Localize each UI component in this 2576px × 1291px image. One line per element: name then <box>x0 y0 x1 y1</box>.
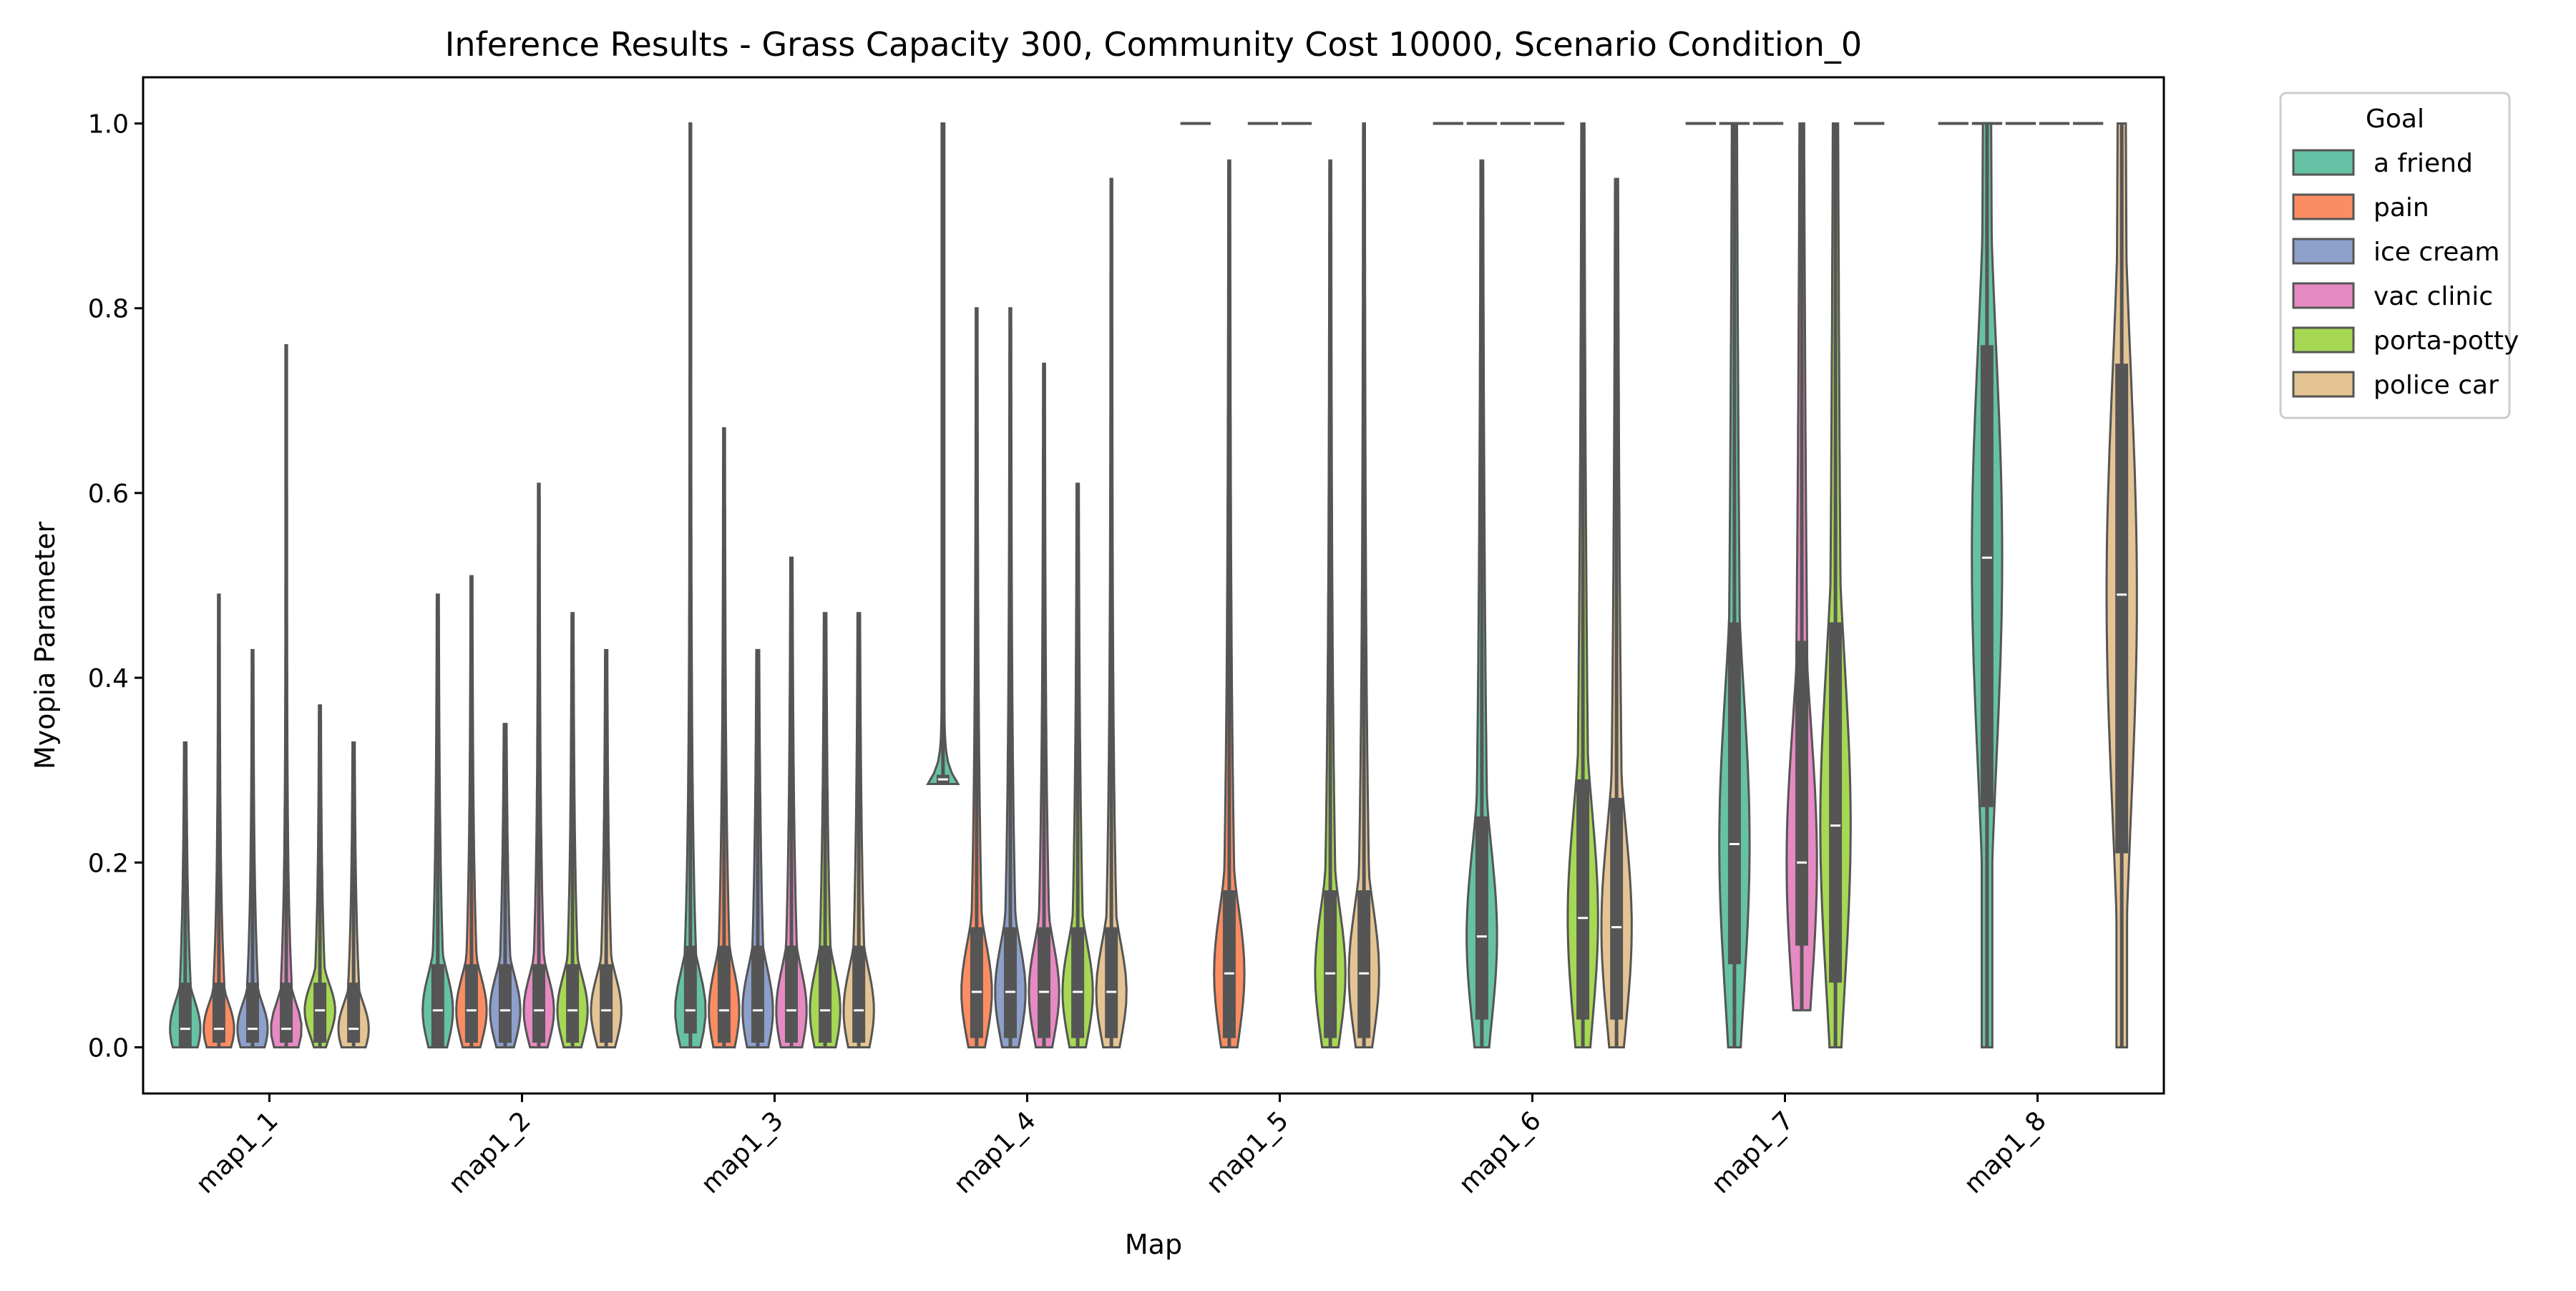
y-axis-label: Myopia Parameter <box>29 521 61 769</box>
violin-iqr-box <box>245 983 259 1043</box>
violin-iqr-box <box>1475 816 1488 1020</box>
violin-iqr-box <box>431 964 444 1048</box>
y-tick-label: 1.0 <box>88 110 129 140</box>
legend-label: pain <box>2373 193 2429 223</box>
legend: Goal a friend pain ice cream vac clinic porta… <box>2279 92 2519 419</box>
x-tick-label: map1_4 <box>948 1106 1042 1199</box>
legend-swatch <box>2292 326 2355 354</box>
x-tick-label: map1_7 <box>1706 1106 1800 1199</box>
legend-swatch <box>2292 371 2355 398</box>
violin-iqr-box <box>532 964 546 1043</box>
violin-iqr-box <box>1105 927 1118 1038</box>
violin-iqr-box <box>280 983 293 1043</box>
violin-iqr-box <box>464 964 478 1043</box>
violin-iqr-box <box>1829 622 1843 983</box>
violin-iqr-box <box>751 945 764 1043</box>
legend-swatch <box>2292 149 2355 176</box>
y-tick-label: 0.4 <box>88 664 129 693</box>
x-tick-label: map1_3 <box>696 1106 789 1199</box>
legend-title: Goal <box>2366 104 2424 134</box>
legend-swatch <box>2292 238 2355 265</box>
violin-iqr-box <box>600 964 613 1043</box>
violin-iqr-box <box>1038 927 1051 1038</box>
x-tick-label: map1_2 <box>443 1106 537 1199</box>
violin-iqr-box <box>1576 779 1590 1020</box>
violin-iqr-box <box>178 983 192 1048</box>
x-tick-label: map1_5 <box>1201 1106 1294 1199</box>
legend-label: police car <box>2373 371 2499 400</box>
plot-frame <box>142 76 2165 1095</box>
chart-title: Inference Results - Grass Capacity 300, … <box>445 25 1862 64</box>
violin-iqr-box <box>1003 927 1017 1038</box>
violin-iqr-box <box>1324 890 1337 1038</box>
violin-iqr-box <box>1980 345 1994 807</box>
plot-area <box>169 122 2138 1048</box>
violin-iqr-box <box>717 945 731 1043</box>
violin-iqr-box <box>785 945 799 1043</box>
x-tick-label: map1_6 <box>1453 1106 1547 1199</box>
legend-label: porta-potty <box>2373 326 2519 356</box>
violin-iqr-box <box>1610 797 1624 1020</box>
violin-iqr-box <box>1357 890 1371 1038</box>
legend-swatch <box>2292 193 2355 220</box>
axes: 0.0 0.2 0.4 0.6 0.8 1.0 map1_1 map1_2 map1_3 map1… <box>88 76 2165 1199</box>
x-tick-label: map1_1 <box>190 1106 284 1199</box>
legend-label: a friend <box>2373 149 2473 178</box>
violin-iqr-box <box>1727 622 1741 965</box>
violin-iqr-box <box>819 945 832 1043</box>
y-tick-label: 0.8 <box>88 295 129 324</box>
violin-iqr-box <box>313 983 327 1043</box>
y-tick-label: 0.6 <box>88 479 129 509</box>
violin-iqr-box <box>852 945 866 1043</box>
legend-label: ice cream <box>2373 238 2499 267</box>
y-tick-label: 0.0 <box>88 1033 129 1063</box>
x-tick-label: map1_8 <box>1958 1106 2052 1199</box>
violin-iqr-box <box>498 964 512 1043</box>
violin-iqr-box <box>683 945 697 1034</box>
violin-iqr-box <box>212 983 225 1043</box>
violin-iqr-box <box>2115 364 2129 854</box>
violin-iqr-box <box>1222 890 1236 1038</box>
violin-iqr-box <box>1795 640 1809 946</box>
violin-iqr-box <box>970 927 983 1038</box>
legend-label: vac clinic <box>2373 282 2493 311</box>
x-axis-label: Map <box>1125 1229 1182 1260</box>
violin-iqr-box <box>566 964 580 1043</box>
legend-swatch <box>2292 282 2355 309</box>
y-tick-label: 0.2 <box>88 849 129 878</box>
violin-iqr-box <box>347 983 361 1043</box>
violin-iqr-box <box>1071 927 1085 1038</box>
